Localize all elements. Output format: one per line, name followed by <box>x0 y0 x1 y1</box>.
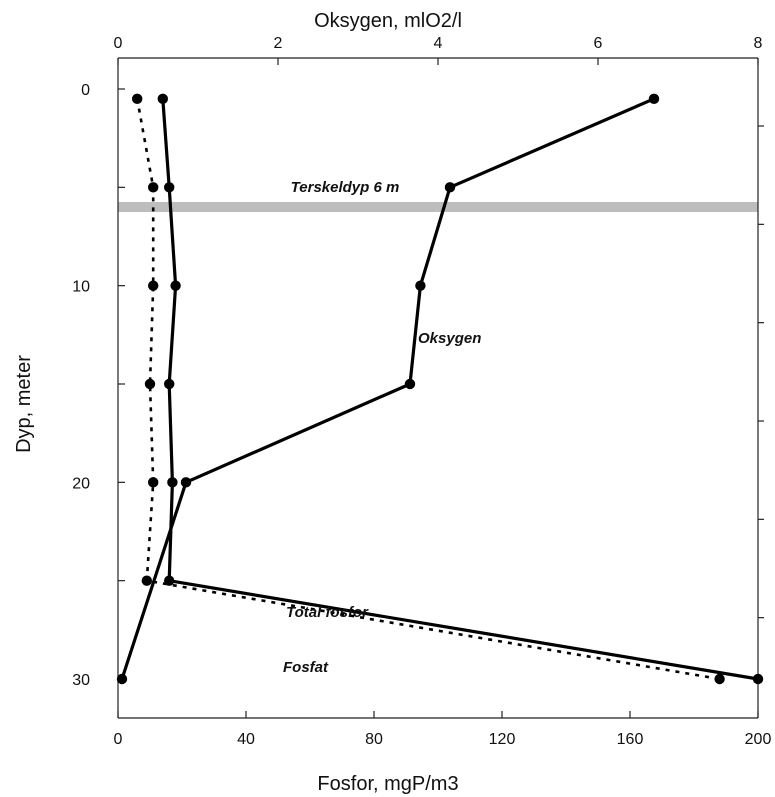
total-fosfor-line <box>161 98 759 681</box>
left-tick-label: 0 <box>81 82 90 99</box>
total-fosfor-point <box>157 93 168 105</box>
y-axis-title: Dyp, meter <box>13 355 35 453</box>
oksygen-point <box>180 477 192 488</box>
top-tick-label: 4 <box>434 35 443 52</box>
right-axis-ticks <box>758 125 764 619</box>
total-fosfor-point <box>170 280 181 291</box>
fosfat-point <box>132 93 143 105</box>
left-tick-label: 30 <box>72 672 90 689</box>
oksygen-series-label: Oksygen <box>418 330 481 347</box>
fosfat-point <box>148 477 159 488</box>
oksygen-line <box>120 97 655 680</box>
top-tick-label: 6 <box>594 35 603 52</box>
left-tick-label: 20 <box>72 475 90 492</box>
fosfat-point <box>144 378 156 390</box>
bottom-tick-label: 120 <box>489 731 516 748</box>
fosfat-point <box>141 575 152 586</box>
top-axis-title: Oksygen, mlO2/l <box>314 10 462 32</box>
left-axis-ticks: 0 10 20 30 <box>72 82 125 689</box>
oksygen-point <box>404 378 416 390</box>
bottom-tick-label: 200 <box>745 731 772 748</box>
total-fosfor-point <box>164 378 175 390</box>
top-axis-ticks: 0 2 4 6 8 <box>114 35 763 65</box>
total-fosfor-point <box>752 673 764 685</box>
oksygen-point <box>116 673 128 685</box>
oksygen-point <box>415 280 426 291</box>
oksygen-point <box>444 182 456 193</box>
bottom-tick-label: 0 <box>114 731 123 748</box>
threshold-band <box>118 202 758 212</box>
fosfat-point <box>148 280 159 291</box>
threshold-band-label: Terskeldyp 6 m <box>291 179 400 196</box>
bottom-tick-label: 40 <box>237 731 255 748</box>
bottom-tick-label: 160 <box>617 731 644 748</box>
bottom-tick-label: 80 <box>365 731 383 748</box>
oksygen-point <box>648 93 660 105</box>
bottom-axis-title: Fosfor, mgP/m3 <box>317 773 458 795</box>
fosfat-line <box>135 98 720 681</box>
top-tick-label: 2 <box>274 35 283 52</box>
fosfat-point <box>714 673 725 685</box>
bottom-axis-ticks: 0 40 80 120 160 200 <box>114 711 772 748</box>
series-layer <box>116 93 764 685</box>
left-tick-label: 10 <box>72 279 90 296</box>
fosfat-point <box>148 182 159 193</box>
top-tick-label: 8 <box>754 35 763 52</box>
top-tick-label: 0 <box>114 35 123 52</box>
fosfat-series-label: Fosfat <box>283 659 329 676</box>
total-fosfor-series-label: Total fosfor <box>286 604 369 621</box>
total-fosfor-point <box>164 182 175 193</box>
total-fosfor-point <box>167 477 178 488</box>
